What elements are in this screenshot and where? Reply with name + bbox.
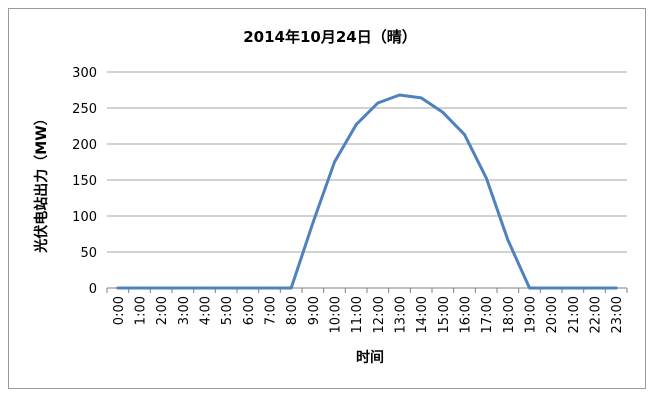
y-tick-label-300: 300 — [72, 66, 97, 81]
data-point — [419, 96, 423, 100]
x-tick-label: 14:00 — [415, 296, 430, 333]
grid-lines — [106, 71, 628, 293]
data-point — [506, 238, 510, 241]
x-tick-label: 0:00 — [112, 296, 127, 325]
x-tick-label: 20:00 — [545, 296, 560, 333]
x-tick-label: 13:00 — [394, 296, 409, 333]
data-point — [159, 286, 163, 290]
y-tick-label-50: 50 — [80, 246, 97, 261]
data-point — [593, 286, 596, 290]
y-tick-label-250: 250 — [72, 102, 97, 117]
data-point — [571, 286, 575, 290]
x-tick-label: 9:00 — [307, 296, 322, 325]
data-point — [549, 286, 553, 290]
x-tick-label: 3:00 — [177, 296, 192, 325]
x-tick-label: 10:00 — [329, 296, 344, 333]
x-tick-label: 6:00 — [242, 296, 257, 325]
data-point — [289, 286, 293, 290]
y-tick-label-150: 150 — [72, 174, 97, 189]
data-point — [268, 286, 271, 290]
x-tick-label: 15:00 — [437, 296, 452, 333]
x-tick-label: 1:00 — [134, 296, 149, 325]
data-point — [333, 160, 336, 164]
data-point — [441, 111, 445, 114]
y-tick-label-100: 100 — [72, 210, 97, 225]
x-tick-label: 22:00 — [589, 296, 604, 333]
data-point — [116, 286, 120, 290]
series-line — [116, 93, 618, 290]
data-point — [354, 123, 358, 126]
y-tick-label-200: 200 — [72, 138, 97, 153]
data-point — [246, 286, 250, 290]
data-point — [614, 286, 618, 290]
series-group — [116, 93, 618, 290]
y-tick-labels: 0 50 100 150 200 250 300 — [72, 66, 97, 297]
data-point — [398, 93, 401, 97]
data-point — [224, 286, 228, 290]
x-tick-label: 2:00 — [155, 296, 170, 325]
y-axis-label: 光伏电站出力（MW） — [33, 111, 50, 253]
x-tick-label: 11:00 — [350, 296, 365, 333]
data-point — [311, 222, 315, 225]
y-tick-label-0: 0 — [89, 282, 97, 297]
data-point — [463, 133, 466, 136]
x-tick-label: 5:00 — [220, 296, 235, 325]
data-point — [181, 286, 185, 290]
x-tick-label: 7:00 — [264, 296, 279, 325]
x-tick-label: 4:00 — [199, 296, 214, 325]
x-axis-label: 时间 — [356, 349, 384, 366]
x-tick-label: 8:00 — [285, 296, 300, 325]
x-tick-labels: 0:00 1:00 2:00 3:00 4:00 5:00 6:00 7:00 8:00 9:00… — [112, 296, 625, 333]
x-tick-label: 17:00 — [480, 296, 495, 333]
chart-title: 2014年10月24日（晴） — [243, 28, 417, 46]
data-point — [138, 286, 141, 290]
x-tick-label: 23:00 — [610, 296, 625, 333]
data-point — [528, 286, 531, 290]
x-tick-label: 12:00 — [372, 296, 387, 333]
data-point — [376, 101, 380, 105]
data-point — [203, 286, 206, 290]
data-point — [484, 176, 488, 180]
x-tick-label: 19:00 — [524, 296, 539, 333]
x-tick-label: 16:00 — [459, 296, 474, 333]
x-tick-label: 18:00 — [502, 296, 517, 333]
x-tick-label: 21:00 — [567, 296, 582, 333]
